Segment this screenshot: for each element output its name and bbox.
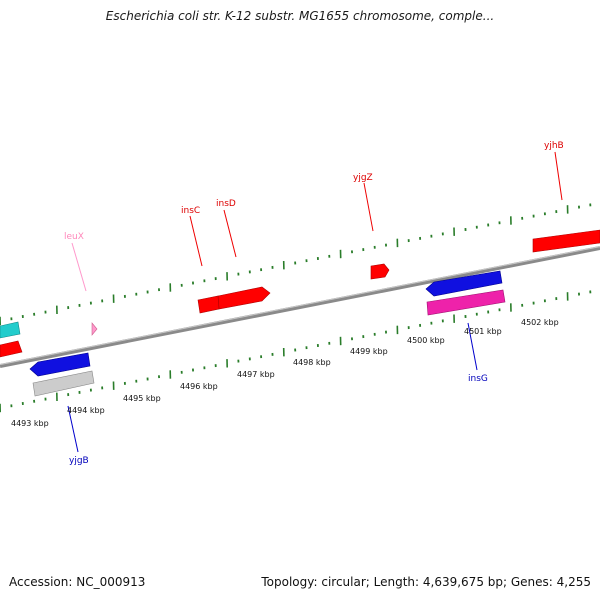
gene-arrow-reverse-4500[interactable] [425,270,503,297]
gene-label-insD[interactable]: insD [216,199,236,209]
kbp-label-4495: 4495 kbp [123,394,161,403]
gene-label-leuX[interactable]: leuX [64,232,84,242]
accession-label: Accession: NC_000913 [9,575,146,589]
kbp-label-4498: 4498 kbp [293,358,331,367]
gene-label-insG[interactable]: insG [468,374,488,384]
gene-arrow-leuX[interactable] [91,322,98,336]
gene-arrow-cyan[interactable] [0,321,21,339]
chromosome-backbone-highlight [0,246,600,366]
kbp-label-4497: 4497 kbp [237,370,275,379]
gene-label-yjhB[interactable]: yjhB [544,141,564,151]
gene-label-yjgZ[interactable]: yjgZ [353,173,373,183]
gene-arrow-yjgB[interactable] [32,370,95,397]
chromosome-backbone [0,246,600,368]
leader-insG [467,322,478,371]
leader-yjgZ [363,182,374,232]
kbp-label-4502: 4502 kbp [521,318,559,327]
leader-yjgB [67,405,79,453]
outer-tick-track [0,203,592,326]
gene-arrow-insC[interactable] [197,295,220,314]
gene-arrow-yjgB-region[interactable] [29,352,91,377]
kbp-label-4499: 4499 kbp [350,347,388,356]
gene-arrow-insG[interactable] [426,289,506,316]
gene-label-yjgB[interactable]: yjgB [69,456,89,466]
kbp-label-4494: 4494 kbp [67,406,105,415]
kbp-label-4493: 4493 kbp [11,419,49,428]
gene-arrow-insD[interactable] [217,286,271,310]
gene-arrow-left-red[interactable] [0,340,23,358]
leader-insD [223,209,237,258]
gene-label-insC[interactable]: insC [181,206,200,216]
leader-yjhB [554,151,563,201]
leader-leuX [71,242,87,292]
inner-tick-track [0,290,592,413]
kbp-label-4500: 4500 kbp [407,336,445,345]
leader-insC [189,215,203,267]
gene-arrow-yjgZ[interactable] [370,263,390,280]
gene-arrow-yjhB[interactable] [532,229,600,253]
kbp-label-4496: 4496 kbp [180,382,218,391]
genome-summary-label: Topology: circular; Length: 4,639,675 bp… [261,575,591,589]
map-title: Escherichia coli str. K-12 substr. MG165… [105,9,495,23]
kbp-label-4501: 4501 kbp [464,327,502,336]
